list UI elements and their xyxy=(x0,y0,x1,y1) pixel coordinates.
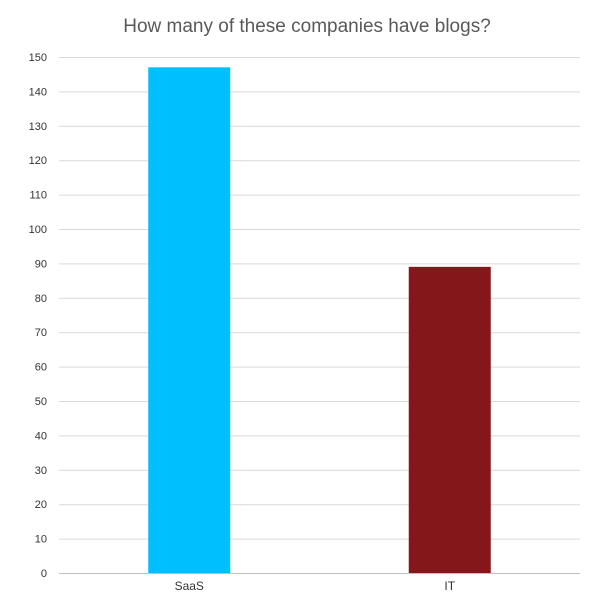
y-tick-label-70: 70 xyxy=(35,327,47,339)
y-tick-label-140: 140 xyxy=(29,86,47,98)
y-tick-label-120: 120 xyxy=(29,155,47,167)
x-tick-label-saas: SaaS xyxy=(175,579,204,593)
bar-saas xyxy=(148,67,231,573)
bar-it xyxy=(408,266,491,573)
y-tick-label-80: 80 xyxy=(35,293,47,305)
y-tick-label-40: 40 xyxy=(35,430,47,442)
y-tick-label-110: 110 xyxy=(29,190,47,202)
y-tick-label-20: 20 xyxy=(35,499,47,511)
y-tick-label-100: 100 xyxy=(29,224,47,236)
y-tick-label-150: 150 xyxy=(29,52,47,64)
y-tick-label-30: 30 xyxy=(35,465,47,477)
y-tick-label-90: 90 xyxy=(35,258,47,270)
y-tick-label-60: 60 xyxy=(35,362,47,374)
y-tick-label-130: 130 xyxy=(29,121,47,133)
x-tick-label-it: IT xyxy=(444,579,455,593)
chart-title: How many of these companies have blogs? xyxy=(123,16,491,37)
y-tick-label-0: 0 xyxy=(41,568,47,580)
y-tick-label-50: 50 xyxy=(35,396,47,408)
y-tick-label-10: 10 xyxy=(35,534,47,546)
